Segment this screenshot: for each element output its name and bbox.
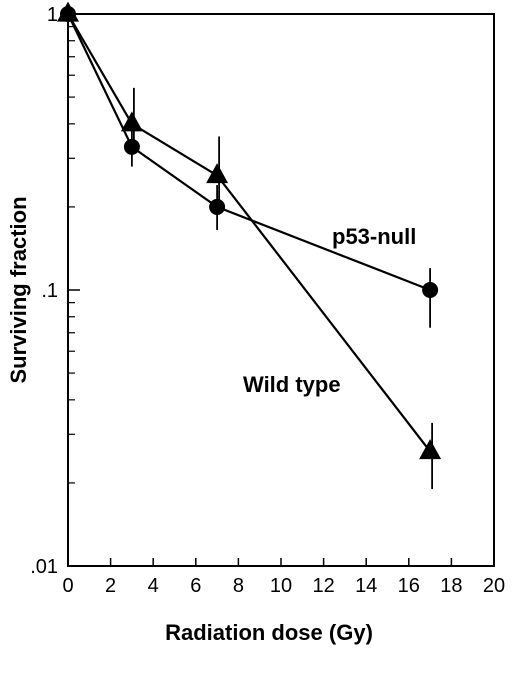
x-tick-label: 4 xyxy=(148,575,159,597)
data-markers xyxy=(57,1,442,460)
series-label-wild-type: Wild type xyxy=(243,372,341,397)
data-point-circle xyxy=(123,138,140,155)
data-point-triangle xyxy=(120,111,143,132)
y-tick-label: .01 xyxy=(30,556,58,578)
x-tick-label: 6 xyxy=(190,575,201,597)
x-tick-label: 10 xyxy=(270,575,292,597)
labels: Radiation dose (Gy) Surviving fraction p53… xyxy=(6,196,416,645)
y-tick-label: .1 xyxy=(41,280,58,302)
x-tick-label: 0 xyxy=(62,575,73,597)
data-point-circle xyxy=(422,282,439,298)
axes: 0 2 4 6 8 10 12 14 16 18 20 1 .1 .01 xyxy=(30,4,505,597)
data-point-triangle xyxy=(419,439,442,460)
series-line-wild-type xyxy=(67,13,431,453)
y-axis-title: Surviving fraction xyxy=(6,196,31,383)
data-point-triangle xyxy=(206,163,229,184)
y-tick-label: 1 xyxy=(47,4,58,26)
x-axis-title: Radiation dose (Gy) xyxy=(165,620,373,645)
x-tick-label: 16 xyxy=(398,575,420,597)
data-point-circle xyxy=(209,198,226,215)
x-tick-label: 14 xyxy=(355,575,377,597)
x-tick-label: 20 xyxy=(483,575,505,597)
x-tick-label: 8 xyxy=(233,575,244,597)
error-bars xyxy=(130,87,434,490)
x-tick-label: 2 xyxy=(105,575,116,597)
series-lines xyxy=(67,13,431,453)
series-label-p53-null: p53-null xyxy=(332,224,416,249)
data-point-triangle xyxy=(57,1,79,22)
x-tick-label: 12 xyxy=(312,575,334,597)
series-line-p53-null xyxy=(67,13,431,292)
x-tick-label: 18 xyxy=(440,575,462,597)
